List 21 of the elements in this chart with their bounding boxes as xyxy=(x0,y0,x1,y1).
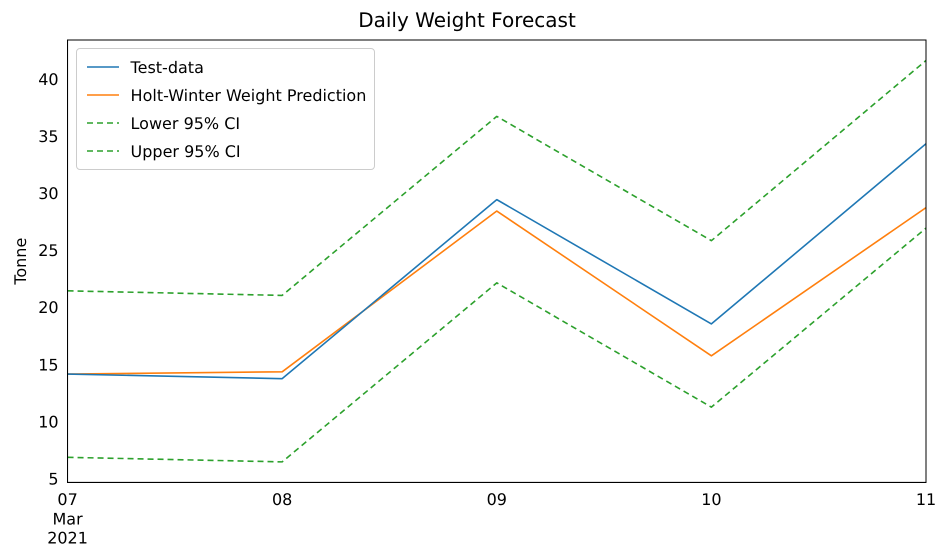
y-tick-label: 35 xyxy=(38,127,59,146)
y-tick-label: 10 xyxy=(38,412,59,432)
line-series xyxy=(68,60,926,296)
x-tick-label: 10 xyxy=(701,490,722,510)
x-tick-label: 07 Mar 2021 xyxy=(47,490,88,548)
legend-label: Upper 95% CI xyxy=(130,142,241,160)
legend-label: Lower 95% CI xyxy=(130,114,240,132)
y-tick-label: 30 xyxy=(38,184,59,204)
legend-label: Holt-Winter Weight Prediction xyxy=(130,86,366,104)
y-tick-label: 15 xyxy=(38,355,59,374)
y-tick-label: 40 xyxy=(38,70,59,90)
chart-title: Daily Weight Forecast xyxy=(358,8,576,32)
y-tick-label: 25 xyxy=(38,241,59,260)
y-tick-label: 5 xyxy=(48,469,59,488)
legend-label: Test-data xyxy=(130,58,204,76)
y-axis-title: Tonne xyxy=(10,238,30,286)
x-tick-label: 08 xyxy=(272,490,292,510)
line-series xyxy=(68,227,926,463)
x-tick-label: 09 xyxy=(486,490,507,510)
x-tick-label: 11 xyxy=(916,490,936,510)
y-tick-label: 20 xyxy=(38,298,59,318)
